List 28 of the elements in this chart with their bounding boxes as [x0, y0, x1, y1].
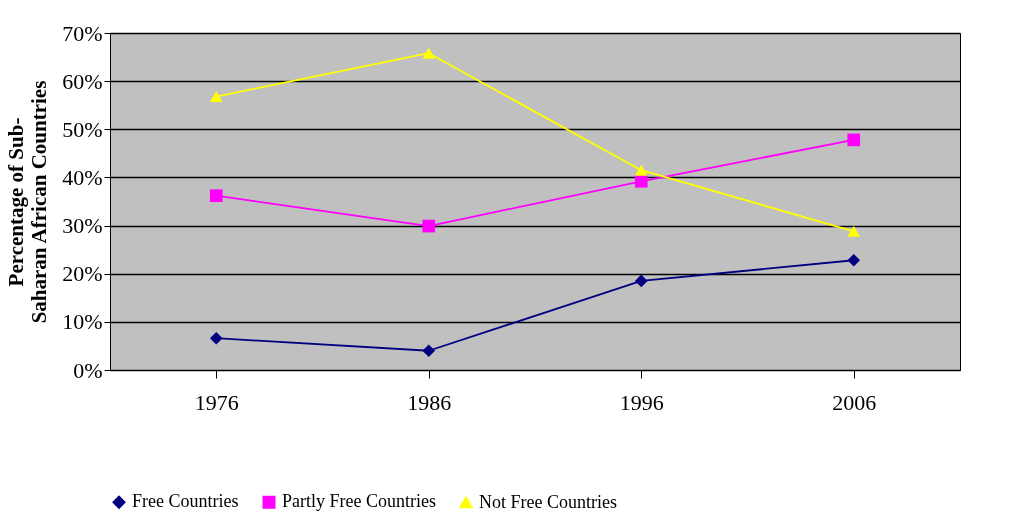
point: [847, 253, 861, 267]
point: [422, 344, 436, 358]
legend-label: Free Countries: [132, 491, 239, 512]
y-tick-label: 0%: [73, 357, 103, 383]
point: [634, 164, 648, 176]
y-tick-label: 30%: [62, 213, 103, 239]
y-axis-title: Percentage of Sub-Saharan African Countries: [4, 80, 52, 324]
point: [209, 189, 223, 203]
legend-label: Partly Free Countries: [282, 491, 436, 512]
x-tick-label: 1986: [407, 389, 452, 415]
x-tick-label: 1996: [619, 389, 664, 415]
x-tick-label: 2006: [832, 389, 877, 415]
y-tick-label: 10%: [62, 309, 103, 335]
y-tick-label: 60%: [62, 68, 103, 94]
point: [422, 219, 436, 233]
point: [634, 174, 648, 188]
point: [847, 133, 861, 147]
y-tick-label: 20%: [62, 261, 103, 287]
y-tick-label: 70%: [62, 20, 103, 46]
x-tick-label: 1976: [194, 389, 239, 415]
point: [209, 331, 223, 345]
point: [209, 91, 223, 103]
legend-label: Not Free Countries: [479, 491, 617, 512]
point: [422, 47, 436, 59]
point: [634, 274, 648, 288]
point: [847, 225, 861, 237]
y-tick-label: 50%: [62, 116, 103, 142]
y-tick-label: 40%: [62, 164, 103, 190]
